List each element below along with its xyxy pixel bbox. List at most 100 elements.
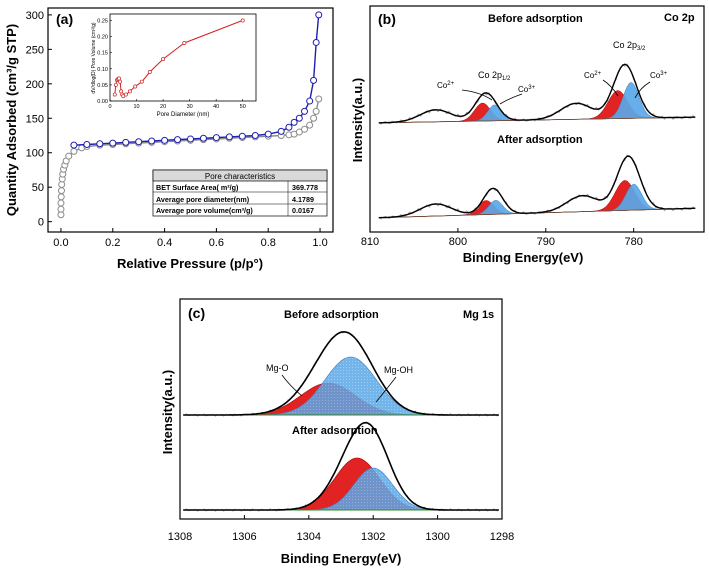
desorption-point: [187, 135, 194, 143]
inset-series: [112, 18, 245, 99]
x-tick-label: 810: [361, 236, 379, 248]
inset-y-tick-label: 0.15: [97, 51, 108, 57]
x-tick-label: 1308: [168, 531, 192, 543]
table-row-value: 369.778: [292, 183, 318, 192]
panel-b-xlabel: Binding Energy(eV): [463, 250, 584, 265]
desorption-point: [83, 140, 91, 148]
x-tick-label: 1306: [232, 531, 256, 543]
table-row-value: 4.1789: [292, 195, 314, 204]
panel-b-frame: [369, 5, 705, 233]
inset-y-tick-label: 0.05: [97, 83, 108, 89]
envelope-line: [183, 421, 499, 511]
x-tick-label: 0.2: [105, 237, 120, 249]
desorption-point: [122, 138, 130, 146]
desorption-point: [96, 140, 104, 148]
adsorption-point: [57, 187, 65, 195]
x-tick-label: 790: [537, 236, 555, 248]
x-tick-label: 780: [625, 236, 643, 248]
inset-point: [240, 18, 245, 23]
x-tick-label: 0.0: [53, 237, 68, 249]
inset-y-tick-label: 0.10: [97, 67, 108, 73]
pore-characteristics-table: Pore characteristics BET Surface Area( m…: [152, 169, 328, 217]
envelope-line: [378, 155, 696, 219]
panel-c-before-label: Before adsorption: [284, 309, 379, 321]
y-tick-label: 300: [26, 10, 44, 22]
annotation-co2p32: Co 2p3/2: [613, 40, 646, 52]
panel-a: (a) 0.0 0.2 0.4 0.6 0.8 1.0050100150200250300…: [4, 7, 334, 271]
inset-point: [119, 89, 124, 94]
desorption-point: [225, 133, 233, 141]
x-tick-label: 800: [449, 236, 467, 248]
inset-y-tick-label: 0.25: [97, 18, 108, 24]
desorption-point: [174, 136, 182, 144]
inset-point: [117, 76, 121, 81]
adsorption-point: [312, 107, 320, 115]
desorption-point: [277, 127, 285, 135]
panel-b: (b) Co 2p Before adsorption After adsorp…: [350, 5, 705, 265]
inset-point: [118, 79, 123, 84]
inset-x-tick-label: 10: [133, 104, 139, 110]
envelope-line: [378, 63, 696, 124]
inset-point: [127, 89, 132, 94]
inset-y-tick-label: 0.20: [97, 35, 108, 41]
inset-ylabel: dV/dlog(D) Pore Volume (cm³/g): [91, 22, 97, 93]
panel-b-ylabel: Intensity(a.u.): [350, 78, 365, 163]
desorption-point: [199, 134, 207, 142]
desorption-point: [109, 139, 117, 147]
annotation-co2plus: Co2+: [584, 71, 602, 80]
x-tick-label: 1300: [425, 531, 449, 543]
panel-a-label: (a): [56, 11, 73, 27]
desorption-point: [148, 137, 156, 145]
annotation-co3plus: Co3+: [650, 71, 668, 80]
x-tick-label: 1302: [361, 531, 385, 543]
inset-y-tick-label: 0.00: [97, 99, 108, 105]
adsorption-point: [57, 199, 65, 207]
desorption-point: [238, 132, 246, 140]
adsorption-point: [310, 114, 318, 122]
x-tick-label: 0.8: [261, 237, 276, 249]
desorption-point: [310, 76, 318, 84]
panel-c-label: (c): [188, 305, 205, 321]
adsorption-point: [301, 125, 308, 133]
panel-c-ticks: 1308 1306 1304 1302 1300 1298: [168, 515, 514, 543]
table-row-value: 0.0167: [292, 206, 314, 215]
x-tick-label: 0.6: [209, 237, 224, 249]
annotation-mg-oh: Mg-OH: [384, 365, 413, 375]
inset-point: [113, 82, 118, 87]
y-tick-label: 200: [26, 79, 44, 91]
y-tick-label: 150: [26, 113, 44, 125]
inset-x-tick-label: 30: [187, 104, 193, 110]
panel-c-ylabel: Intensity(a.u.): [160, 370, 175, 455]
inset-xlabel: Pore Diameter (nm): [157, 112, 210, 118]
desorption-point: [301, 107, 308, 115]
annotation-co2p12: Co 2p1/2: [478, 70, 511, 82]
inset-chart: 0 10 20 30 40 50 0.00 0.05 0.10 0.15 0.20 0.25 Pore…: [91, 13, 257, 118]
adsorption-point: [295, 128, 303, 136]
inset-ticks: 0 10 20 30 40 50 0.00 0.05 0.10 0.15 0.20 0.25: [97, 18, 246, 110]
panel-b-before-label: Before adsorption: [488, 13, 583, 25]
panel-a-xlabel: Relative Pressure (p/p°): [117, 256, 263, 271]
panel-c-frame: [179, 298, 503, 520]
adsorption-point: [65, 152, 73, 160]
table-title: Pore characteristics: [205, 172, 275, 181]
desorption-point: [312, 38, 320, 46]
inset-point: [139, 79, 144, 84]
desorption-point: [212, 134, 220, 142]
panel-b-plot: [378, 63, 696, 220]
adsorption-point: [306, 121, 314, 129]
table-row-label: BET Surface Area( m²/g): [156, 183, 239, 192]
x-tick-label: 1.0: [312, 237, 327, 249]
desorption-point: [135, 138, 143, 146]
desorption-point: [290, 118, 298, 126]
panel-c-plot: [183, 331, 500, 512]
annotation-mg-o: Mg-O: [266, 363, 289, 373]
panel-a-frame: [47, 7, 334, 233]
x-tick-label: 0.4: [157, 237, 172, 249]
inset-point: [133, 84, 138, 89]
y-tick-label: 0: [38, 217, 44, 229]
inset-point: [161, 57, 166, 62]
inset-x-tick-label: 40: [213, 104, 219, 110]
panel-b-label: (b): [378, 11, 396, 27]
